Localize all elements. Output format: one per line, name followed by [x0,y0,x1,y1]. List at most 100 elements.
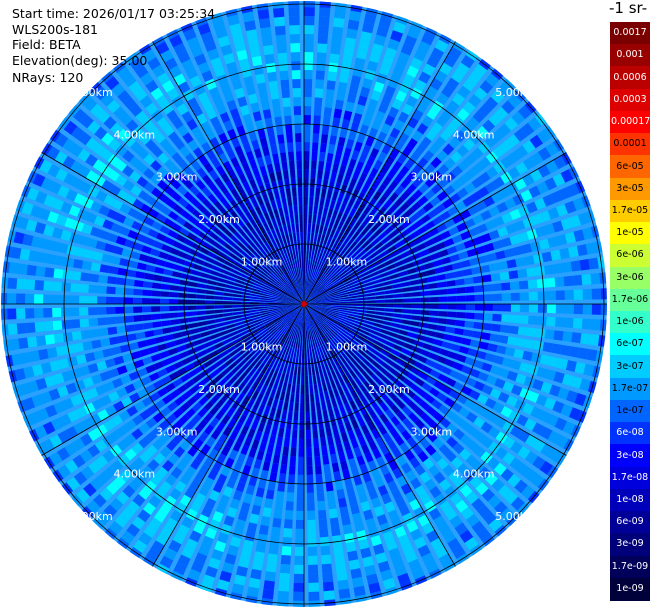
ray-gate-cell [356,312,367,317]
ray-gate-cell [431,451,443,463]
ray-gate-cell [337,316,347,322]
ray-gate-cell [361,183,370,194]
ray-gate-cell [269,407,277,418]
ray-gate-cell [239,473,249,484]
ray-gate-cell [329,238,336,248]
ray-gate-cell [108,521,123,535]
ray-gate-cell [173,446,186,458]
ray-gate-cell [320,324,327,333]
ray-gate-cell [260,469,269,481]
ray-gate-cell [366,310,376,315]
ray-gate-cell [329,310,339,315]
ray-gate-cell [474,294,484,302]
ray-gate-cell [257,362,265,372]
ray-gate-cell [362,164,372,175]
ray-gate-cell [231,583,245,595]
ray-gate-cell [360,346,370,354]
ray-gate-cell [409,320,420,327]
ray-gate-cell [445,377,457,388]
ray-gate-cell [337,386,345,396]
ray-gate-cell [455,278,465,286]
ray-gate-cell [448,136,461,149]
ray-gate-cell [568,346,580,358]
ray-gate-cell [317,336,323,346]
ray-gate-cell [410,285,421,292]
ray-gate-cell [286,365,291,375]
ray-gate-cell [483,196,495,208]
ray-gate-cell [174,480,187,493]
ray-gate-cell [297,330,300,340]
ray-gate-cell [362,358,371,367]
ray-gate-cell [254,360,262,370]
ray-gate-cell [219,494,230,506]
ray-gate-cell [544,124,558,139]
ray-gate-cell [194,471,205,484]
ray-gate-cell [311,348,316,358]
ray-gate-cell [312,306,322,311]
ray-gate-cell [477,141,491,154]
ray-gate-cell [321,363,327,374]
ray-gate-cell [70,283,80,293]
ray-gate-cell [437,163,450,176]
ray-gate-cell [501,100,515,115]
ray-gate-cell [412,443,423,456]
ray-gate-cell [368,440,378,451]
ray-gate-cell [336,221,344,232]
ray-gate-cell [510,384,523,396]
ray-gate-cell [362,556,374,568]
ray-gate-cell [459,529,474,544]
ray-gate-cell [304,250,306,260]
ray-gate-cell [192,438,204,450]
ray-gate-cell [304,169,309,179]
ray-gate-cell [436,355,447,365]
ray-gate-cell [53,333,64,344]
ray-gate-cell [359,124,369,135]
ray-gate-cell [417,328,428,335]
ray-gate-cell [382,344,393,353]
ray-gate-cell [318,518,328,529]
ray-gate-cell [489,365,501,376]
ray-gate-cell [142,298,152,304]
ray-gate-cell [357,294,367,298]
ray-gate-cell [560,344,571,356]
ray-gate-cell [317,315,325,322]
ray-gate-cell [336,345,344,355]
ray-gate-cell [398,270,408,277]
range-ring-label: 3.00km [156,171,198,184]
ray-gate-cell [25,322,36,334]
ray-gate-cell [289,25,300,35]
ray-gate-cell [304,43,314,53]
ray-gate-cell [464,182,476,194]
ray-gate-cell [133,297,143,304]
ray-gate-cell [170,466,183,479]
ray-gate-cell [573,289,583,300]
ray-gate-cell [456,295,466,302]
ray-gate-cell [344,421,353,432]
ray-gate-cell [263,580,275,591]
ray-gate-cell [355,104,365,115]
ray-gate-cell [411,297,421,303]
ray-gate-cell [486,166,499,179]
ray-gate-cell [599,272,607,284]
ray-gate-cell [528,185,541,198]
ray-gate-cell [62,269,73,280]
ray-gate-cell [487,494,502,509]
ray-gate-cell [402,304,412,308]
ray-gate-cell [521,485,535,500]
ray-gate-cell [572,197,585,211]
ray-gate-cell [355,161,365,172]
ray-gate-cell [357,249,367,258]
ray-gate-cell [280,555,291,565]
ray-gate-cell [312,269,317,279]
ray-gate-cell [371,213,381,223]
ray-gate-cell [285,346,291,356]
ray-gate-cell [8,262,19,274]
ray-gate-cell [133,288,143,296]
ray-gate-cell [591,304,601,315]
ray-gate-cell [232,489,243,501]
ray-gate-cell [329,135,337,146]
ray-gate-cell [406,183,417,195]
ray-gate-cell [394,60,407,73]
ray-gate-cell [190,500,202,513]
ray-gate-cell [348,295,358,299]
